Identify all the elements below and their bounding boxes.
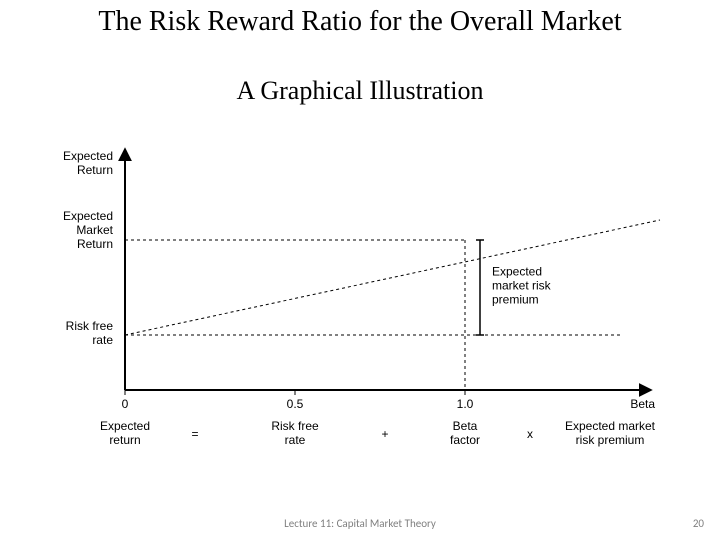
svg-text:Beta: Beta xyxy=(453,419,478,433)
slide-title: The Risk Reward Ratio for the Overall Ma… xyxy=(0,6,720,38)
svg-text:+: + xyxy=(381,427,388,441)
svg-text:Beta: Beta xyxy=(630,397,655,411)
svg-text:Risk free: Risk free xyxy=(66,319,114,333)
svg-text:Return: Return xyxy=(77,237,113,251)
svg-text:Risk free: Risk free xyxy=(271,419,319,433)
svg-text:Expected: Expected xyxy=(63,149,113,163)
slide-subtitle: A Graphical Illustration xyxy=(0,76,720,106)
svg-text:0.5: 0.5 xyxy=(287,397,304,411)
svg-text:=: = xyxy=(191,427,198,441)
footer-text: Lecture 11: Capital Market Theory xyxy=(0,517,720,530)
svg-text:rate: rate xyxy=(285,433,306,447)
sml-chart: 00.51.0BetaExpectedReturnExpectedMarketR… xyxy=(20,120,700,490)
svg-text:Expected: Expected xyxy=(100,419,150,433)
svg-text:return: return xyxy=(109,433,140,447)
svg-text:premium: premium xyxy=(492,293,539,307)
svg-text:Return: Return xyxy=(77,163,113,177)
svg-text:market risk: market risk xyxy=(492,279,552,293)
svg-text:Market: Market xyxy=(76,223,113,237)
page-number: 20 xyxy=(693,517,704,530)
svg-text:x: x xyxy=(527,427,533,441)
svg-text:Expected market: Expected market xyxy=(565,419,656,433)
svg-text:rate: rate xyxy=(92,333,113,347)
svg-text:Expected: Expected xyxy=(492,265,542,279)
svg-text:1.0: 1.0 xyxy=(457,397,474,411)
svg-text:0: 0 xyxy=(122,397,129,411)
svg-text:Expected: Expected xyxy=(63,209,113,223)
svg-text:factor: factor xyxy=(450,433,480,447)
svg-text:risk premium: risk premium xyxy=(576,433,645,447)
